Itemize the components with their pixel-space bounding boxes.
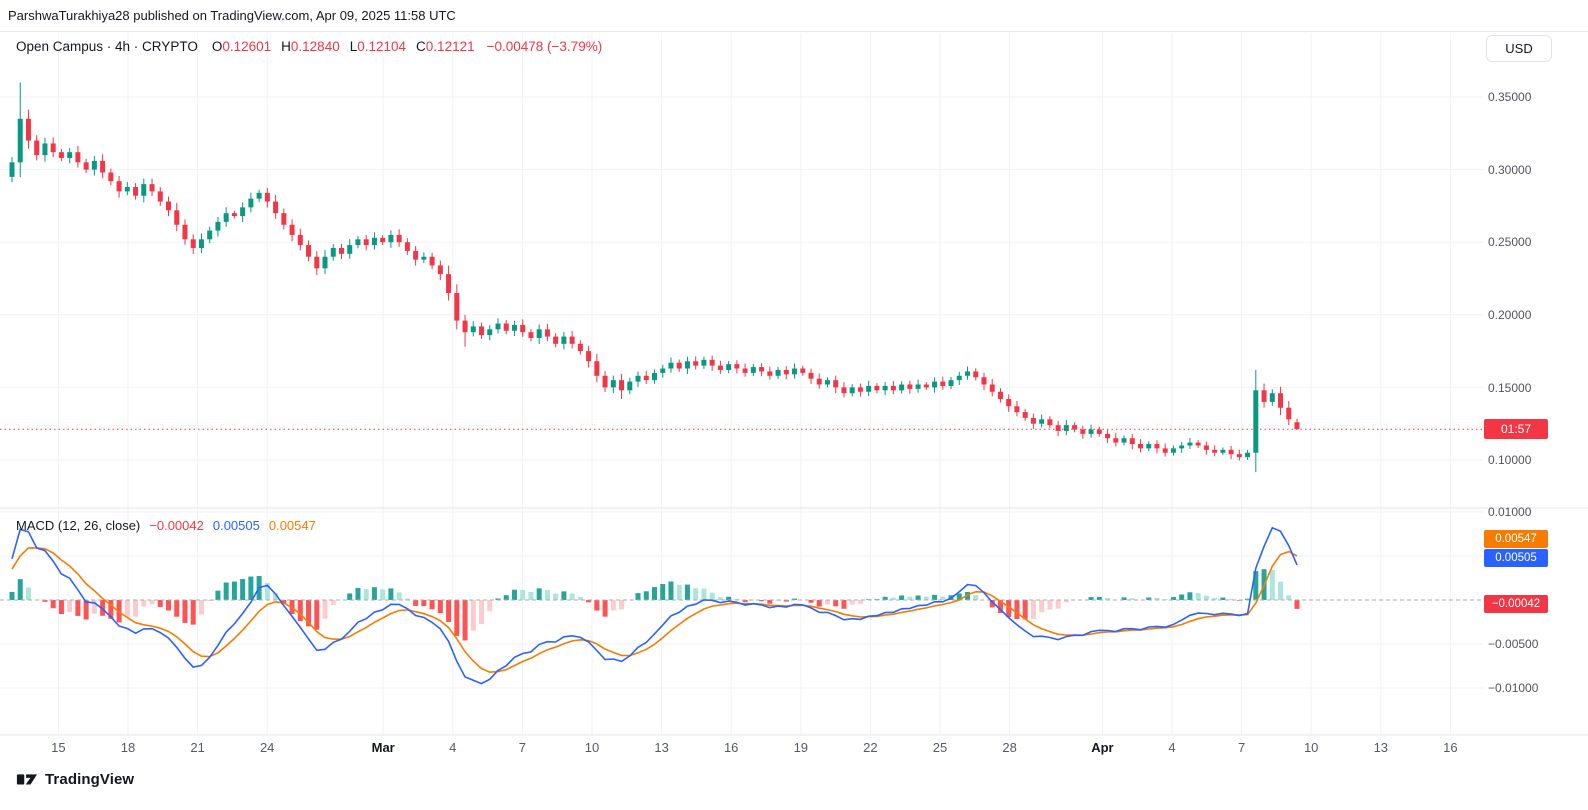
x-axis-label: Apr [1091, 740, 1114, 755]
macd-line [11, 526, 1298, 685]
x-axis-label: 19 [793, 740, 809, 755]
ohlc-close: C0.12121 [416, 39, 475, 54]
x-axis-label: 28 [1002, 740, 1017, 755]
gridlines [0, 33, 1483, 735]
price-axis-label: 0.15000 [1488, 381, 1532, 395]
currency-button[interactable]: USD [1486, 35, 1552, 62]
tradingview-logo[interactable]: TradingView [16, 768, 134, 790]
x-axis-label: 13 [654, 740, 669, 755]
macd-title: MACD (12, 26, close) [16, 518, 141, 533]
x-axis-label: 24 [259, 740, 275, 755]
signal-value-badge: 0.00547 [1484, 530, 1548, 548]
ohlc-low: L0.12104 [349, 39, 407, 54]
x-axis-label: Mar [371, 740, 395, 755]
macd-axis-label: −0.00500 [1488, 637, 1539, 651]
price-axis-label: 0.25000 [1488, 235, 1532, 249]
symbol-legend: Open Campus · 4h · CRYPTO O0.12601 H0.12… [16, 39, 602, 54]
x-axis-label: 18 [120, 740, 136, 755]
macd-axis-label: −0.01000 [1488, 681, 1539, 695]
price-axis-label: 0.10000 [1488, 453, 1532, 467]
macd-histogram [9, 569, 1300, 641]
symbol-title: Open Campus · 4h · CRYPTO [16, 39, 198, 54]
macd-line-value: 0.00505 [212, 518, 260, 533]
price-axis-label: 0.35000 [1488, 90, 1532, 104]
x-axis-label: 25 [932, 740, 948, 755]
hist-value-badge: −0.00042 [1484, 595, 1548, 613]
macd-axis-label: 0.01000 [1488, 505, 1532, 519]
x-axis-label: 10 [1303, 740, 1319, 755]
macd-signal-value: 0.00547 [268, 518, 316, 533]
x-axis-label: 7 [518, 740, 526, 755]
price-axis-label: 0.20000 [1488, 308, 1532, 322]
tradingview-logo-text: TradingView [45, 770, 135, 788]
x-axis-label: 13 [1373, 740, 1389, 755]
signal-line [11, 547, 1298, 674]
countdown-badge: 01:57 [1484, 419, 1548, 439]
x-axis-label: 16 [1443, 740, 1458, 755]
macd-value-badge: 0.00505 [1484, 549, 1548, 567]
ohlc-open: O0.12601 [211, 39, 272, 54]
x-axis-label: 15 [51, 740, 66, 755]
tradingview-logo-icon [16, 774, 38, 785]
macd-lines [11, 526, 1298, 685]
publisher-line: ParshwaTurakhiya28 published on TradingV… [8, 8, 456, 23]
candles [9, 82, 1300, 473]
x-axis-label: 22 [863, 740, 878, 755]
macd-legend: MACD (12, 26, close) −0.00042 0.00505 0.… [16, 518, 316, 533]
macd-hist-value: −0.00042 [149, 518, 204, 533]
x-axis-label: 7 [1237, 740, 1246, 755]
x-axis-label: 21 [190, 740, 205, 755]
x-axis-label: 16 [723, 740, 739, 755]
publisher-bar: ParshwaTurakhiya28 published on TradingV… [0, 0, 1588, 32]
price-axis-label: 0.30000 [1488, 163, 1532, 177]
x-axis-label: 4 [449, 740, 457, 755]
x-axis-label: 10 [584, 740, 600, 755]
ohlc-high: H0.12840 [281, 39, 340, 54]
x-axis-label: 4 [1168, 740, 1176, 755]
price-change: −0.00478 (−3.79%) [486, 39, 603, 54]
